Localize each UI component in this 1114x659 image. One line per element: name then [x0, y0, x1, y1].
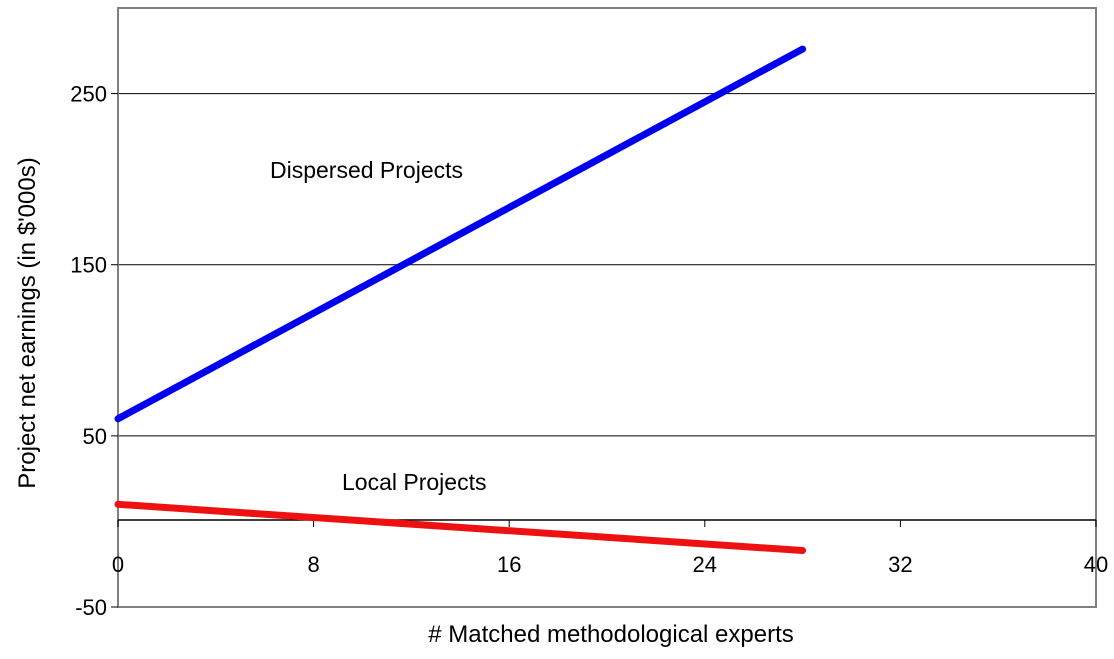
- series-labels: Dispersed Projects Local Projects: [270, 157, 486, 495]
- x-tick-label: 24: [693, 552, 717, 577]
- y-tick-label: 250: [70, 82, 107, 107]
- y-tick-label: -50: [75, 595, 107, 620]
- x-axis-title: # Matched methodological experts: [428, 621, 794, 648]
- series-line-dispersed: [114, 45, 807, 423]
- plot-frame: [117, 7, 1097, 608]
- x-tick-label: 40: [1084, 552, 1108, 577]
- series-label-local: Local Projects: [342, 469, 486, 495]
- x-tick-label: 16: [497, 552, 521, 577]
- y-axis-title: Project net earnings (in $'000s): [14, 157, 41, 488]
- axes: -50 50 150 250 0 8 16 24 32 40: [70, 7, 1108, 620]
- series-line-local: [114, 500, 807, 555]
- x-tick-label: 32: [888, 552, 912, 577]
- series-lines: [114, 45, 807, 555]
- series-label-dispersed: Dispersed Projects: [270, 157, 463, 183]
- gridlines: [118, 93, 1096, 437]
- y-tick-label: 50: [83, 424, 107, 449]
- y-tick-label: 150: [70, 253, 107, 278]
- x-tick-label: 0: [112, 552, 124, 577]
- x-tick-label: 8: [307, 552, 319, 577]
